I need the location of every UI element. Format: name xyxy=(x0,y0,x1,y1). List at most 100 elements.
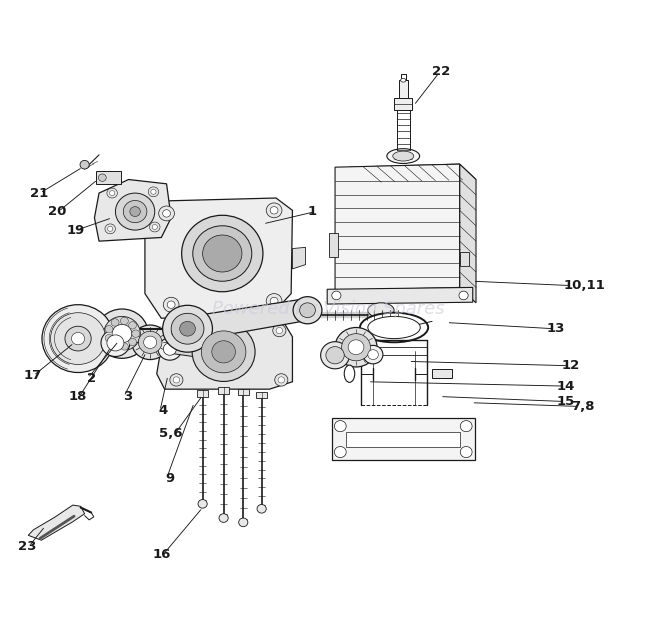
Polygon shape xyxy=(171,332,195,357)
Polygon shape xyxy=(145,198,292,318)
Polygon shape xyxy=(292,247,306,269)
Polygon shape xyxy=(157,318,292,389)
Polygon shape xyxy=(95,179,171,241)
Circle shape xyxy=(105,224,116,234)
Polygon shape xyxy=(460,164,476,303)
Text: 15: 15 xyxy=(556,395,575,408)
Circle shape xyxy=(326,347,344,364)
Circle shape xyxy=(107,188,118,198)
Text: 22: 22 xyxy=(432,65,450,78)
Circle shape xyxy=(168,301,175,308)
Circle shape xyxy=(342,334,371,361)
Circle shape xyxy=(42,305,114,373)
Circle shape xyxy=(124,200,147,222)
Circle shape xyxy=(270,206,278,214)
Circle shape xyxy=(120,343,128,350)
Circle shape xyxy=(201,331,246,373)
Circle shape xyxy=(129,321,137,329)
Text: 10,11: 10,11 xyxy=(563,279,605,292)
Text: 12: 12 xyxy=(561,359,579,372)
Ellipse shape xyxy=(158,338,181,360)
Circle shape xyxy=(72,332,85,345)
Ellipse shape xyxy=(387,149,420,164)
Circle shape xyxy=(276,328,283,334)
Circle shape xyxy=(111,341,119,349)
Circle shape xyxy=(332,291,341,300)
Circle shape xyxy=(300,303,315,318)
Ellipse shape xyxy=(101,329,130,357)
Bar xyxy=(96,171,121,184)
Text: 7,8: 7,8 xyxy=(571,400,595,413)
Circle shape xyxy=(335,328,377,367)
Circle shape xyxy=(257,504,266,513)
Circle shape xyxy=(111,319,119,326)
Bar xyxy=(332,418,475,460)
Circle shape xyxy=(96,309,148,358)
Ellipse shape xyxy=(164,343,176,355)
Circle shape xyxy=(171,313,204,344)
Circle shape xyxy=(334,446,346,457)
Bar xyxy=(238,389,248,396)
Text: 16: 16 xyxy=(153,548,171,561)
Circle shape xyxy=(132,330,140,337)
Circle shape xyxy=(266,294,282,308)
Ellipse shape xyxy=(368,350,378,360)
Polygon shape xyxy=(28,505,85,540)
Circle shape xyxy=(139,331,162,353)
Bar xyxy=(218,387,229,394)
Ellipse shape xyxy=(368,316,420,339)
Text: 20: 20 xyxy=(48,205,66,218)
Circle shape xyxy=(51,313,106,365)
Circle shape xyxy=(116,193,155,230)
Circle shape xyxy=(459,291,468,300)
Text: 3: 3 xyxy=(123,390,132,403)
Text: 4: 4 xyxy=(158,404,168,417)
Circle shape xyxy=(168,326,181,339)
Text: 14: 14 xyxy=(556,379,575,392)
Circle shape xyxy=(171,329,177,336)
Text: Powered by Vision Spares: Powered by Vision Spares xyxy=(212,300,445,318)
Text: 9: 9 xyxy=(166,472,174,485)
Bar xyxy=(432,370,452,378)
Text: 18: 18 xyxy=(69,390,87,403)
Circle shape xyxy=(110,190,115,195)
Ellipse shape xyxy=(368,303,394,318)
Text: 2: 2 xyxy=(87,371,96,384)
Circle shape xyxy=(144,336,157,349)
Text: 19: 19 xyxy=(66,224,85,237)
Text: 23: 23 xyxy=(18,540,37,553)
Bar xyxy=(346,432,461,446)
Polygon shape xyxy=(327,287,473,304)
Circle shape xyxy=(461,421,472,432)
Text: 1: 1 xyxy=(307,205,317,218)
Circle shape xyxy=(461,446,472,457)
Circle shape xyxy=(99,174,106,181)
Circle shape xyxy=(334,421,346,432)
Text: 5,6: 5,6 xyxy=(160,427,183,440)
Circle shape xyxy=(120,317,128,324)
Bar xyxy=(328,233,338,256)
Circle shape xyxy=(192,322,255,381)
Circle shape xyxy=(273,324,286,337)
Circle shape xyxy=(163,305,212,352)
Text: 17: 17 xyxy=(23,369,41,382)
Circle shape xyxy=(181,215,263,292)
Ellipse shape xyxy=(107,335,124,351)
Circle shape xyxy=(219,514,228,522)
Circle shape xyxy=(238,518,248,527)
Circle shape xyxy=(321,342,350,369)
Circle shape xyxy=(130,206,141,216)
Ellipse shape xyxy=(344,365,355,383)
Bar xyxy=(197,390,208,397)
Circle shape xyxy=(152,224,158,229)
Circle shape xyxy=(148,187,159,197)
Circle shape xyxy=(179,321,195,336)
Circle shape xyxy=(65,326,91,351)
Circle shape xyxy=(112,324,132,343)
Circle shape xyxy=(212,341,235,363)
Circle shape xyxy=(275,374,288,386)
Polygon shape xyxy=(350,164,476,182)
Circle shape xyxy=(278,377,284,383)
Text: 13: 13 xyxy=(546,322,564,335)
Circle shape xyxy=(150,222,160,232)
